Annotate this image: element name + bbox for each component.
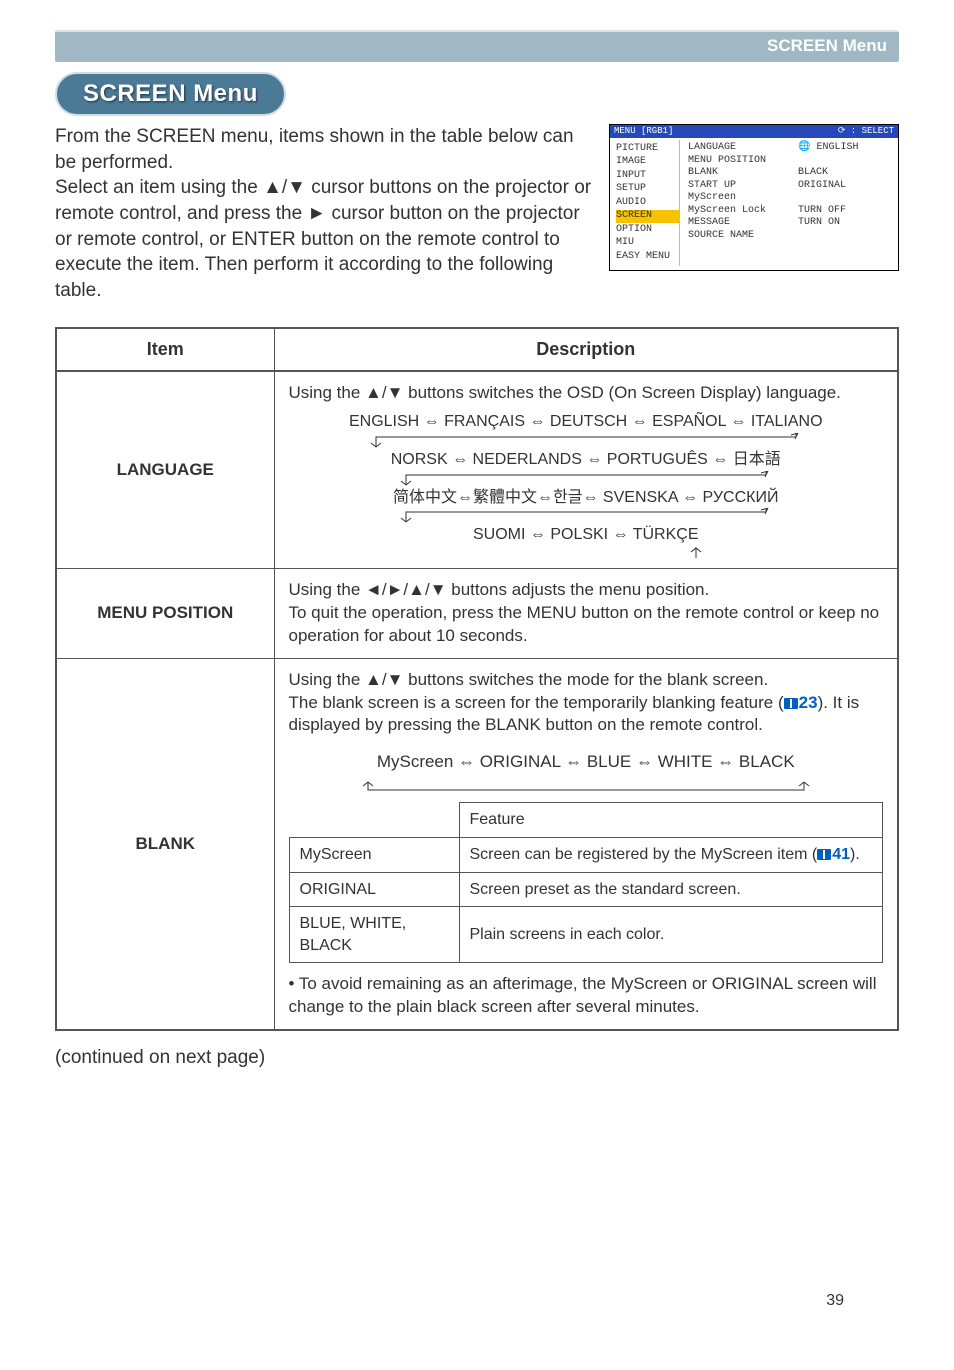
row-menuposition-item: MENU POSITION	[56, 568, 274, 658]
page-number: 39	[826, 1292, 844, 1310]
osd-right-row: LANGUAGE🌐 ENGLISH	[688, 142, 894, 155]
blank-options: MyScreen ⇔ ORIGINAL ⇔ BLUE ⇔ WHITE ⇔ BLA…	[377, 751, 795, 774]
book-icon	[817, 849, 831, 860]
osd-left-item: PICTURE	[616, 142, 679, 156]
flow-connector-icon	[336, 433, 836, 449]
blank-note: • To avoid remaining as an afterimage, t…	[289, 973, 884, 1019]
language-lead: Using the ▲/▼ buttons switches the OSD (…	[289, 382, 884, 405]
osd-left-col: PICTUREIMAGEINPUTSETUPAUDIOSCREENOPTIONM…	[610, 140, 680, 266]
continued-label: (continued on next page)	[55, 1047, 899, 1069]
osd-right-row: START UPORIGINAL	[688, 180, 894, 193]
lang-line-2: NORSK ⇔ NEDERLANDS ⇔ PORTUGUÊS ⇔ 日本語	[385, 449, 787, 471]
blank-subhead: Feature	[459, 803, 883, 838]
blank-row-key: BLUE, WHITE, BLACK	[289, 907, 459, 963]
osd-left-item: IMAGE	[616, 156, 679, 170]
blank-row-key: MyScreen	[289, 837, 459, 872]
osd-left-item: EASY MENU	[616, 250, 679, 264]
blank-row-val: Screen can be registered by the MyScreen…	[459, 837, 883, 872]
blank-row-key: ORIGINAL	[289, 872, 459, 907]
osd-right-row: MyScreen LockTURN OFF	[688, 205, 894, 218]
flow-connector-icon	[356, 780, 816, 794]
flow-connector-icon	[366, 508, 806, 524]
osd-left-item: AUDIO	[616, 196, 679, 210]
col-head-desc: Description	[274, 328, 898, 371]
section-title: SCREEN Menu	[83, 80, 258, 107]
osd-left-item: SETUP	[616, 183, 679, 197]
book-icon	[784, 698, 798, 709]
osd-right-row: MyScreen	[688, 192, 894, 205]
osd-head-left: MENU [RGB1]	[614, 126, 673, 137]
row-blank-item: BLANK	[56, 658, 274, 1030]
section-header-title: SCREEN Menu	[767, 36, 887, 55]
row-language-item: LANGUAGE	[56, 371, 274, 568]
osd-preview: MENU [RGB1] ⟳ : SELECT PICTUREIMAGEINPUT…	[609, 124, 899, 271]
osd-left-item: SCREEN	[616, 210, 679, 224]
osd-right-row: MESSAGETURN ON	[688, 217, 894, 230]
osd-left-item: OPTION	[616, 223, 679, 237]
lang-line-3: 简体中文⇔繁體中文⇔한글⇔ SVENSKA ⇔ РУССКИЙ	[387, 487, 784, 509]
settings-table: Item Description LANGUAGE Using the ▲/▼ …	[55, 327, 899, 1031]
blank-ref-1: (23	[778, 693, 818, 712]
lang-line-4: SUOMI ⇔ POLSKI ⇔ TÜRKÇE	[467, 524, 705, 546]
osd-right-row: MENU POSITION	[688, 155, 894, 168]
osd-right-row: BLANKBLACK	[688, 167, 894, 180]
intro-paragraph: From the SCREEN menu, items shown in the…	[55, 124, 595, 303]
osd-left-item: MIU	[616, 237, 679, 251]
row-blank-desc: Using the ▲/▼ buttons switches the mode …	[274, 658, 898, 1030]
osd-head-right: ⟳ : SELECT	[838, 126, 894, 137]
osd-left-item: INPUT	[616, 169, 679, 183]
section-header-bar: SCREEN Menu	[55, 30, 899, 62]
flow-connector-icon	[366, 471, 806, 487]
col-head-item: Item	[56, 328, 274, 371]
flow-connector-icon	[436, 546, 736, 560]
osd-right-row: SOURCE NAME	[688, 230, 894, 243]
row-menuposition-desc: Using the ◄/►/▲/▼ buttons adjusts the me…	[274, 568, 898, 658]
blank-row-val: Screen preset as the standard screen.	[459, 872, 883, 907]
section-title-pill: SCREEN Menu	[55, 72, 286, 116]
blank-feature-table: Feature MyScreen Screen can be registere…	[289, 802, 884, 963]
blank-lead-a: Using the ▲/▼ buttons switches the mode …	[289, 670, 774, 712]
osd-right-col: LANGUAGE🌐 ENGLISHMENU POSITIONBLANKBLACK…	[680, 140, 898, 266]
blank-row-val: Plain screens in each color.	[459, 907, 883, 963]
row-language-desc: Using the ▲/▼ buttons switches the OSD (…	[274, 371, 898, 568]
lang-line-1: ENGLISH ⇔ FRANÇAIS ⇔ DEUTSCH ⇔ ESPAÑOL ⇔…	[343, 411, 829, 433]
